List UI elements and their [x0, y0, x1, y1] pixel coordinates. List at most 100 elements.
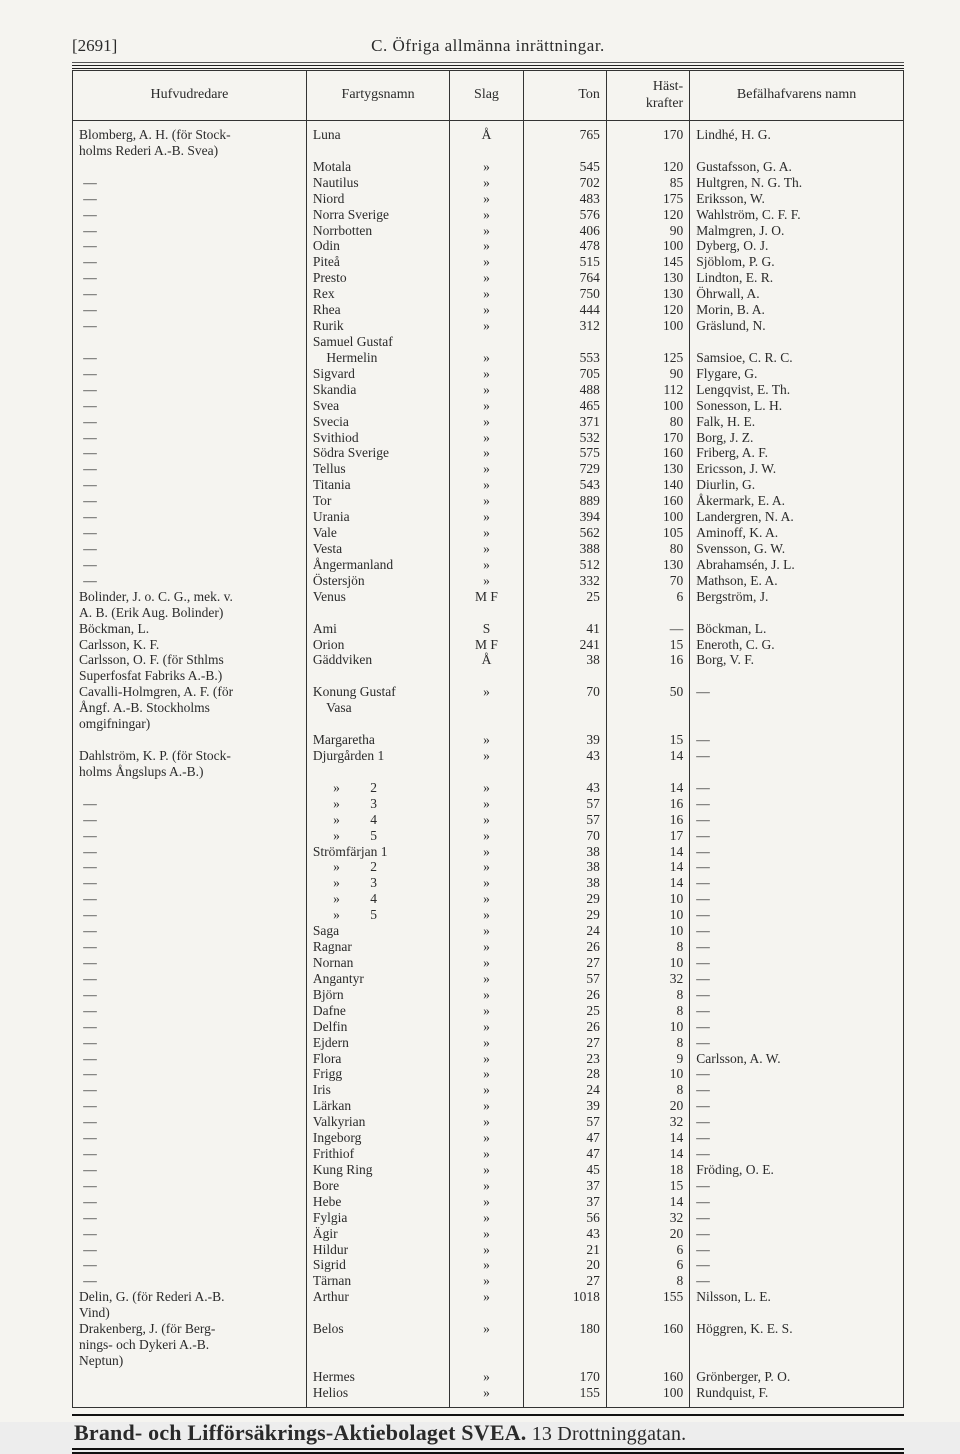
- col-slag: Slag: [450, 71, 523, 121]
- cell-befalhafvare: —: [690, 1194, 904, 1210]
- cell-hastkrafter: 170: [606, 430, 689, 446]
- cell-fartygsnamn: Tellus: [306, 461, 450, 477]
- cell-fartygsnamn: Norra Sverige: [306, 207, 450, 223]
- cell-hufvudredare: —: [73, 318, 307, 334]
- cell-hufvudredare: —: [73, 1194, 307, 1210]
- table-row: —Lärkan»3920—: [73, 1098, 904, 1114]
- cell-fartygsnamn: Tor: [306, 493, 450, 509]
- cell-slag: »: [450, 350, 523, 366]
- cell-fartygsnamn: Saga: [306, 923, 450, 939]
- cell-slag: »: [450, 1289, 523, 1321]
- cell-ton: 241: [523, 637, 606, 653]
- cell-befalhafvare: —: [690, 844, 904, 860]
- cell-hufvudredare: —: [73, 525, 307, 541]
- cell-befalhafvare: Eneroth, C. G.: [690, 637, 904, 653]
- cell-hufvudredare: —: [73, 1257, 307, 1273]
- page-header: [2691] C. Öfriga allmänna inrättningar.: [72, 36, 904, 63]
- table-row: —Björn»268—: [73, 987, 904, 1003]
- cell-fartygsnamn: Rhea: [306, 302, 450, 318]
- cell-ton: 180: [523, 1321, 606, 1369]
- cell-fartygsnamn: Vesta: [306, 541, 450, 557]
- cell-slag: »: [450, 891, 523, 907]
- cell-ton: 21: [523, 1242, 606, 1258]
- cell-befalhafvare: —: [690, 684, 904, 732]
- footer-bold: Brand- och Lifförsäkrings-Aktiebolaget S…: [74, 1420, 527, 1445]
- cell-befalhafvare: —: [690, 907, 904, 923]
- cell-hufvudredare: —: [73, 302, 307, 318]
- table-row: —Ragnar»268—: [73, 939, 904, 955]
- cell-hastkrafter: 14: [606, 844, 689, 860]
- cell-ton: 27: [523, 1035, 606, 1051]
- cell-befalhafvare: Borg, V. F.: [690, 652, 904, 684]
- cell-hufvudredare: —: [73, 175, 307, 191]
- cell-fartygsnamn: Luna: [306, 121, 450, 159]
- table-row: —Sigvard»70590Flygare, G.: [73, 366, 904, 382]
- cell-fartygsnamn: Björn: [306, 987, 450, 1003]
- cell-ton: 26: [523, 987, 606, 1003]
- cell-slag: »: [450, 684, 523, 732]
- cell-befalhafvare: Bergström, J.: [690, 589, 904, 621]
- table-head: Hufvudredare Fartygsnamn Slag Ton Häst- …: [73, 71, 904, 121]
- cell-slag: M F: [450, 637, 523, 653]
- cell-befalhafvare: —: [690, 875, 904, 891]
- cell-fartygsnamn: Presto: [306, 270, 450, 286]
- cell-slag: »: [450, 1162, 523, 1178]
- cell-slag: »: [450, 191, 523, 207]
- cell-ton: 170: [523, 1369, 606, 1385]
- cell-slag: »: [450, 1019, 523, 1035]
- cell-ton: 312: [523, 318, 606, 334]
- cell-ton: 41: [523, 621, 606, 637]
- cell-ton: 483: [523, 191, 606, 207]
- cell-ton: 43: [523, 780, 606, 796]
- cell-hastkrafter: 14: [606, 748, 689, 780]
- cell-fartygsnamn: Dafne: [306, 1003, 450, 1019]
- footer-rest: 13 Drottninggatan.: [527, 1423, 687, 1445]
- cell-hufvudredare: —: [73, 1035, 307, 1051]
- cell-ton: 729: [523, 461, 606, 477]
- table-row: —Frigg»2810—: [73, 1066, 904, 1082]
- table-row: —Tärnan»278—: [73, 1273, 904, 1289]
- cell-hufvudredare: —: [73, 923, 307, 939]
- cell-fartygsnamn: » 4: [306, 891, 450, 907]
- cell-hufvudredare: —: [73, 254, 307, 270]
- cell-hufvudredare: —: [73, 461, 307, 477]
- table-row: — » 2»3814—: [73, 859, 904, 875]
- col-hufvudredare: Hufvudredare: [73, 71, 307, 121]
- table-row: Böckman, L.AmiS41—Böckman, L.: [73, 621, 904, 637]
- table-row: — » 4»5716—: [73, 812, 904, 828]
- cell-ton: 25: [523, 589, 606, 621]
- cell-hastkrafter: 130: [606, 270, 689, 286]
- cell-slag: »: [450, 1194, 523, 1210]
- cell-slag: M F: [450, 589, 523, 621]
- table-row: —Ångermanland»512130Abrahamsén, J. L.: [73, 557, 904, 573]
- cell-fartygsnamn: Hildur: [306, 1242, 450, 1258]
- table-row: —Norra Sverige»576120Wahlström, C. F. F.: [73, 207, 904, 223]
- cell-fartygsnamn: Piteå: [306, 254, 450, 270]
- cell-slag: Å: [450, 121, 523, 159]
- cell-hastkrafter: 90: [606, 223, 689, 239]
- table-row: — » 3»5716—: [73, 796, 904, 812]
- cell-hufvudredare: —: [73, 828, 307, 844]
- cell-hufvudredare: —: [73, 1114, 307, 1130]
- cell-befalhafvare: Friberg, A. F.: [690, 445, 904, 461]
- cell-hufvudredare: —: [73, 1098, 307, 1114]
- table-row: —Rhea»444120Morin, B. A.: [73, 302, 904, 318]
- page: [2691] C. Öfriga allmänna inrättningar. …: [0, 0, 960, 1422]
- cell-ton: 57: [523, 971, 606, 987]
- table-row: —Frithiof»4714—: [73, 1146, 904, 1162]
- cell-fartygsnamn: Norrbotten: [306, 223, 450, 239]
- cell-slag: »: [450, 1210, 523, 1226]
- cell-befalhafvare: Dyberg, O. J.: [690, 238, 904, 254]
- cell-ton: 38: [523, 875, 606, 891]
- cell-slag: »: [450, 923, 523, 939]
- cell-befalhafvare: Lindton, E. R.: [690, 270, 904, 286]
- cell-fartygsnamn: Belos: [306, 1321, 450, 1369]
- cell-fartygsnamn: Arthur: [306, 1289, 450, 1321]
- cell-slag: »: [450, 445, 523, 461]
- table-row: Samuel Gustaf: [73, 334, 904, 350]
- cell-befalhafvare: Åkermark, E. A.: [690, 493, 904, 509]
- cell-slag: »: [450, 398, 523, 414]
- cell-befalhafvare: —: [690, 1146, 904, 1162]
- cell-ton: 512: [523, 557, 606, 573]
- cell-befalhafvare: —: [690, 971, 904, 987]
